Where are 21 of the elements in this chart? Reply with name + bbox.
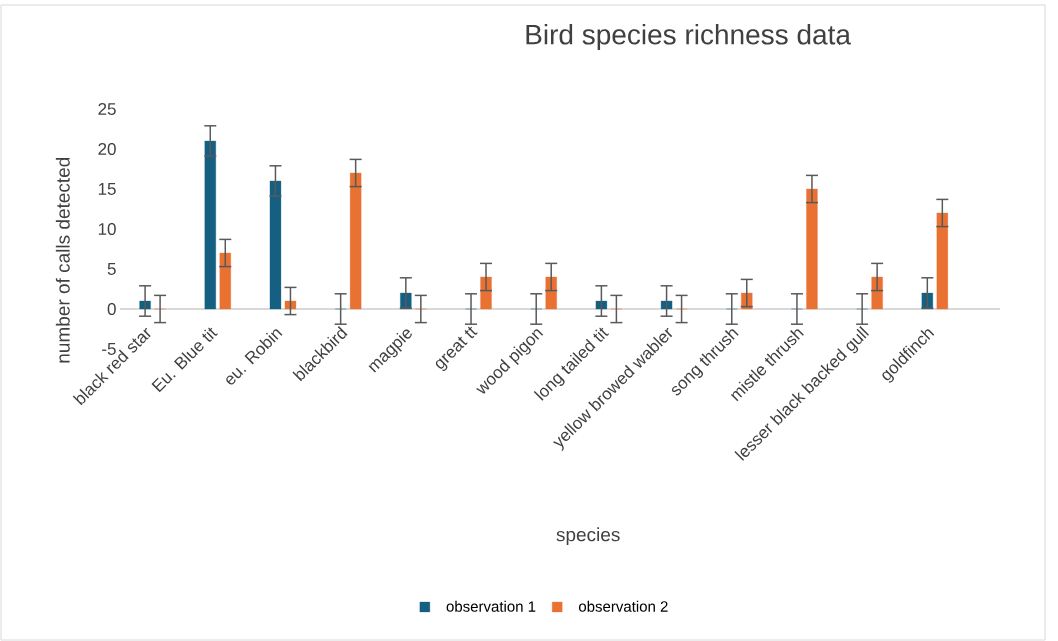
x-tick-label: Eu. Blue tit (151, 327, 218, 393)
bar (284, 300, 297, 310)
y-tick-label: 25 (98, 102, 116, 116)
y-tick-label: 0 (107, 302, 116, 316)
legend-label: observation 1 (446, 600, 536, 612)
bar (595, 300, 608, 310)
bar (660, 300, 673, 310)
y-tick-label: 10 (98, 222, 116, 236)
bar (219, 252, 231, 310)
bar (350, 172, 362, 310)
bar (269, 180, 282, 310)
y-tick-label: 15 (98, 183, 116, 195)
bar (806, 188, 818, 310)
x-axis-title: species (556, 527, 620, 546)
bar (936, 212, 948, 310)
bar (204, 140, 216, 310)
y-tick-label: 5 (107, 263, 116, 275)
chart-title: Bird species richness data (526, 23, 851, 51)
y-axis-title: number of calls detected (55, 157, 70, 363)
legend-label: observation 2 (578, 600, 668, 612)
y-tick-label: 20 (98, 142, 116, 156)
